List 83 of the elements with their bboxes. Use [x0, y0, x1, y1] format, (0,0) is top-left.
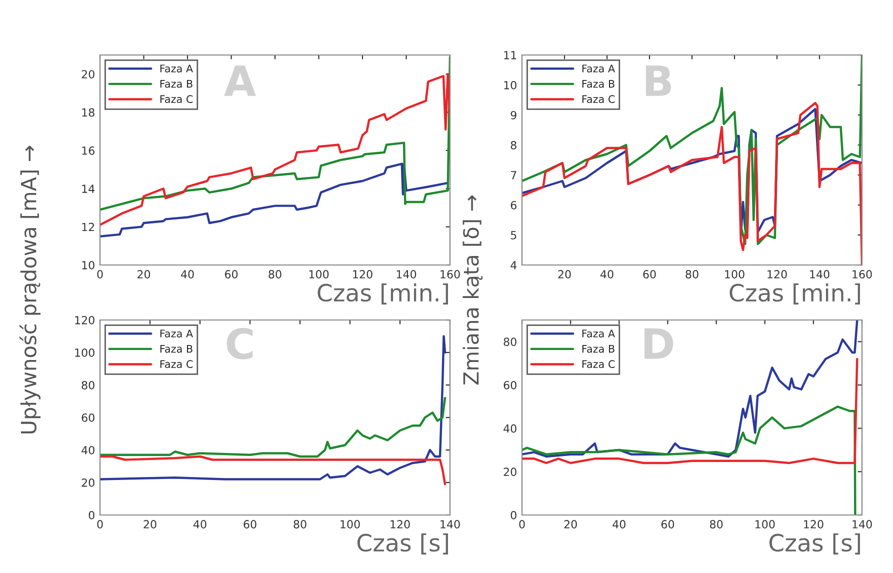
x-tick-label: 120: [390, 520, 410, 528]
y-tick-label: 11: [504, 51, 516, 60]
line-series: [522, 358, 858, 464]
y-tick-label: 4: [510, 261, 517, 270]
x-tick-label: 20: [564, 520, 577, 528]
legend-label: Faza B: [582, 344, 614, 353]
x-tick-label: 160: [852, 270, 872, 278]
x-tick-label: 120: [804, 520, 824, 528]
y-tick-label: 12: [82, 222, 94, 232]
x-tick-label: 80: [294, 520, 306, 528]
x-tick-label: 120: [353, 270, 372, 278]
y-tick-label: 18: [82, 108, 94, 117]
y-tick-label: 16: [82, 146, 94, 155]
legend-label: Faza A: [582, 64, 615, 72]
y-tick-label: 8: [510, 140, 516, 150]
line-series: [100, 455, 446, 486]
line-series: [522, 320, 858, 458]
y-tick-label: 0: [510, 510, 516, 520]
y-tick-label: 100: [75, 348, 94, 357]
x-tick-label: 120: [768, 270, 787, 278]
x-tick-label: 40: [612, 520, 626, 528]
y-tick-label: 6: [510, 200, 516, 210]
legend-label: Faza C: [582, 360, 615, 368]
y-tick-label: 80: [82, 380, 94, 390]
line-series: [100, 162, 449, 238]
x-tick-label: 100: [725, 270, 744, 278]
y-tick-label: 40: [504, 424, 516, 433]
x-tick-label: 80: [686, 270, 698, 278]
x-tick-label: 0: [97, 270, 103, 278]
x-tick-label: 60: [643, 270, 656, 278]
y-tick-label: 0: [88, 510, 94, 520]
x-axis-title: Czas [s]: [357, 533, 448, 554]
y-tick-label: 80: [504, 338, 516, 346]
x-tick-label: 100: [340, 520, 360, 528]
y-tick-label: 120: [75, 316, 94, 324]
legend-label: Faza C: [582, 95, 615, 104]
legend-label: Faza A: [160, 64, 193, 72]
x-tick-label: 140: [396, 270, 416, 278]
x-tick-label: 40: [193, 520, 206, 528]
x-tick-label: 140: [810, 270, 830, 278]
legend-label: Faza B: [582, 80, 614, 88]
x-tick-label: 40: [180, 270, 194, 278]
x-tick-label: 40: [600, 270, 614, 278]
y-tick-label: 20: [82, 70, 94, 78]
y-tick-label: 7: [510, 171, 516, 180]
y-tick-label: 14: [82, 184, 95, 193]
y-axis-title: Upływność prądowa [mA] →: [20, 146, 40, 434]
y-tick-label: 60: [82, 413, 94, 422]
x-tick-label: 140: [440, 520, 460, 528]
x-axis-title: Czas [min.]: [318, 283, 448, 304]
x-tick-label: 140: [852, 520, 872, 528]
line-series: [100, 396, 446, 458]
legend-label: Faza A: [160, 330, 193, 338]
x-tick-label: 60: [661, 520, 674, 528]
x-tick-label: 100: [309, 270, 329, 278]
x-tick-label: 20: [144, 520, 156, 528]
y-axis-title: Zmiana kąta [δ] →: [462, 195, 483, 385]
x-tick-label: 100: [755, 520, 775, 528]
y-tick-label: 20: [504, 468, 516, 476]
y-tick-label: 20: [82, 478, 94, 487]
x-axis-title: Czas [s]: [769, 533, 860, 554]
x-tick-label: 0: [97, 520, 103, 528]
x-axis-title: Czas [min.]: [730, 283, 860, 304]
x-tick-label: 0: [519, 520, 525, 528]
y-tick-label: 40: [82, 446, 94, 454]
x-tick-label: 80: [268, 270, 282, 278]
y-tick-label: 10: [504, 80, 516, 90]
x-tick-label: 60: [224, 270, 238, 278]
x-tick-label: 160: [440, 270, 460, 278]
legend-label: Faza B: [160, 80, 192, 88]
legend-label: Faza B: [160, 344, 192, 353]
legend-label: Faza C: [160, 360, 193, 368]
x-tick-label: 60: [244, 520, 256, 528]
y-tick-label: 5: [510, 231, 516, 240]
y-tick-label: 10: [82, 260, 94, 270]
line-series: [522, 406, 856, 515]
legend-label: Faza A: [582, 330, 615, 338]
x-tick-label: 20: [558, 270, 571, 278]
x-tick-label: 20: [137, 270, 150, 278]
y-tick-label: 60: [504, 380, 516, 390]
x-tick-label: 80: [710, 520, 723, 528]
y-tick-label: 9: [510, 110, 516, 120]
legend-label: Faza C: [160, 95, 193, 104]
